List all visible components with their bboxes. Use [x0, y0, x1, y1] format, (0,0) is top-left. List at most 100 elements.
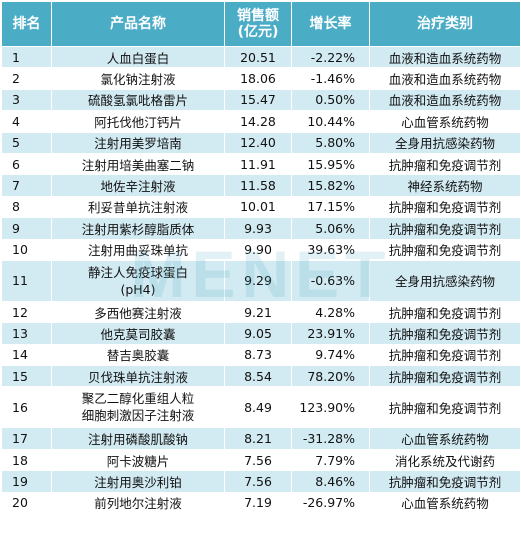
- category-cell: 血液和造血系统药物: [369, 67, 521, 90]
- table-row: 6 注射用培美曲塞二钠 11.91 15.95% 抗肿瘤和免疫调节剂: [1, 152, 521, 176]
- sales-cell: 12.40: [224, 131, 292, 154]
- table-row: 13 他克莫司胶囊 9.05 23.91% 抗肿瘤和免疫调节剂: [1, 322, 521, 345]
- growth-cell: 15.82%: [291, 174, 370, 197]
- sales-cell: 15.47: [224, 88, 292, 112]
- sales-cell: 7.19: [224, 491, 292, 515]
- table-row: 15 贝伐珠单抗注射液 8.54 78.20% 抗肿瘤和免疫调节剂: [1, 365, 521, 388]
- product-name-line1: 聚乙二醇化重组人粒: [81, 391, 195, 407]
- rank-cell: 1: [1, 45, 52, 69]
- sales-cell: 11.91: [224, 152, 292, 176]
- growth-cell: 7.79%: [291, 448, 370, 472]
- category-cell: 心血管系统药物: [369, 427, 521, 450]
- product-name-line2: (pH4): [120, 281, 156, 297]
- table-row: 3 硫酸氢氯吡格雷片 15.47 0.50% 血液和造血系统药物: [1, 88, 521, 112]
- table-row: 11 静注人免疫球蛋白 (pH4) 9.29 -0.63% 全身用抗感染药物: [1, 259, 521, 302]
- rank-cell: 4: [1, 110, 52, 133]
- header-growth-rate: 增长率: [291, 1, 370, 47]
- sales-cell: 9.93: [224, 217, 292, 240]
- product-name-cell: 阿卡波糖片: [51, 448, 225, 472]
- category-cell: 抗肿瘤和免疫调节剂: [369, 470, 521, 493]
- growth-cell: 15.95%: [291, 152, 370, 176]
- product-name-cell: 注射用曲妥珠单抗: [51, 238, 225, 261]
- category-cell: 血液和造血系统药物: [369, 88, 521, 112]
- rank-cell: 5: [1, 131, 52, 154]
- header-sales: 销售额 (亿元): [224, 1, 292, 47]
- sales-cell: 9.90: [224, 238, 292, 261]
- product-name-cell: 他克莫司胶囊: [51, 322, 225, 345]
- sales-cell: 8.49: [224, 386, 292, 429]
- sales-cell: 8.54: [224, 365, 292, 388]
- sales-cell: 14.28: [224, 110, 292, 133]
- table-row: 14 替吉奥胶囊 8.73 9.74% 抗肿瘤和免疫调节剂: [1, 343, 521, 367]
- product-name-cell: 替吉奥胶囊: [51, 343, 225, 367]
- product-name-cell: 前列地尔注射液: [51, 491, 225, 515]
- product-name-cell: 阿托伐他汀钙片: [51, 110, 225, 133]
- header-rank: 排名: [1, 1, 52, 47]
- sales-cell: 9.21: [224, 300, 292, 324]
- table-row: 18 阿卡波糖片 7.56 7.79% 消化系统及代谢药: [1, 448, 521, 472]
- table-row: 16 聚乙二醇化重组人粒 细胞刺激因子注射液 8.49 123.90% 抗肿瘤和…: [1, 386, 521, 429]
- product-name-line1: 静注人免疫球蛋白: [87, 264, 188, 280]
- rank-cell: 19: [1, 470, 52, 493]
- product-name-cell: 聚乙二醇化重组人粒 细胞刺激因子注射液: [51, 386, 225, 429]
- growth-cell: 8.46%: [291, 470, 370, 493]
- rank-cell: 14: [1, 343, 52, 367]
- growth-cell: 4.28%: [291, 300, 370, 324]
- product-name-cell: 注射用紫杉醇脂质体: [51, 217, 225, 240]
- rank-cell: 11: [1, 259, 52, 302]
- rank-cell: 3: [1, 88, 52, 112]
- sales-cell: 9.29: [224, 259, 292, 302]
- header-product-name: 产品名称: [51, 1, 225, 47]
- rank-cell: 18: [1, 448, 52, 472]
- product-name-cell: 注射用美罗培南: [51, 131, 225, 154]
- product-name-cell: 注射用磷酸肌酸钠: [51, 427, 225, 450]
- category-cell: 心血管系统药物: [369, 491, 521, 515]
- table-row: 19 注射用奥沙利铂 7.56 8.46% 抗肿瘤和免疫调节剂: [1, 470, 521, 493]
- sales-cell: 7.56: [224, 448, 292, 472]
- sales-cell: 20.51: [224, 45, 292, 69]
- table-row: 1 人血白蛋白 20.51 -2.22% 血液和造血系统药物: [1, 45, 521, 69]
- sales-cell: 18.06: [224, 67, 292, 90]
- product-name-cell: 利妥昔单抗注射液: [51, 195, 225, 219]
- growth-cell: -26.97%: [291, 491, 370, 515]
- category-cell: 抗肿瘤和免疫调节剂: [369, 238, 521, 261]
- growth-cell: 5.80%: [291, 131, 370, 154]
- product-name-cell: 注射用奥沙利铂: [51, 470, 225, 493]
- product-name-cell: 贝伐珠单抗注射液: [51, 365, 225, 388]
- rank-cell: 8: [1, 195, 52, 219]
- header-sales-line2: (亿元): [237, 24, 279, 40]
- header-sales-line1: 销售额: [237, 8, 279, 24]
- table-row: 17 注射用磷酸肌酸钠 8.21 -31.28% 心血管系统药物: [1, 427, 521, 450]
- growth-cell: 0.50%: [291, 88, 370, 112]
- growth-cell: 9.74%: [291, 343, 370, 367]
- category-cell: 神经系统药物: [369, 174, 521, 197]
- growth-cell: 5.06%: [291, 217, 370, 240]
- growth-cell: -0.63%: [291, 259, 370, 302]
- sales-cell: 11.58: [224, 174, 292, 197]
- table-row: 7 地佐辛注射液 11.58 15.82% 神经系统药物: [1, 174, 521, 197]
- category-cell: 全身用抗感染药物: [369, 131, 521, 154]
- product-name-line2: 细胞刺激因子注射液: [81, 408, 195, 424]
- rank-cell: 12: [1, 300, 52, 324]
- rank-cell: 6: [1, 152, 52, 176]
- table-row: 2 氯化钠注射液 18.06 -1.46% 血液和造血系统药物: [1, 67, 521, 90]
- rank-cell: 15: [1, 365, 52, 388]
- category-cell: 心血管系统药物: [369, 110, 521, 133]
- rank-cell: 13: [1, 322, 52, 345]
- product-name-cell: 人血白蛋白: [51, 45, 225, 69]
- category-cell: 抗肿瘤和免疫调节剂: [369, 343, 521, 367]
- rank-cell: 9: [1, 217, 52, 240]
- sales-cell: 8.73: [224, 343, 292, 367]
- category-cell: 抗肿瘤和免疫调节剂: [369, 195, 521, 219]
- product-name-cell: 多西他赛注射液: [51, 300, 225, 324]
- product-name-cell: 硫酸氢氯吡格雷片: [51, 88, 225, 112]
- product-name-cell: 注射用培美曲塞二钠: [51, 152, 225, 176]
- growth-cell: -2.22%: [291, 45, 370, 69]
- growth-cell: 123.90%: [291, 386, 370, 429]
- growth-cell: 78.20%: [291, 365, 370, 388]
- sales-cell: 7.56: [224, 470, 292, 493]
- growth-cell: 17.15%: [291, 195, 370, 219]
- rank-cell: 17: [1, 427, 52, 450]
- category-cell: 血液和造血系统药物: [369, 45, 521, 69]
